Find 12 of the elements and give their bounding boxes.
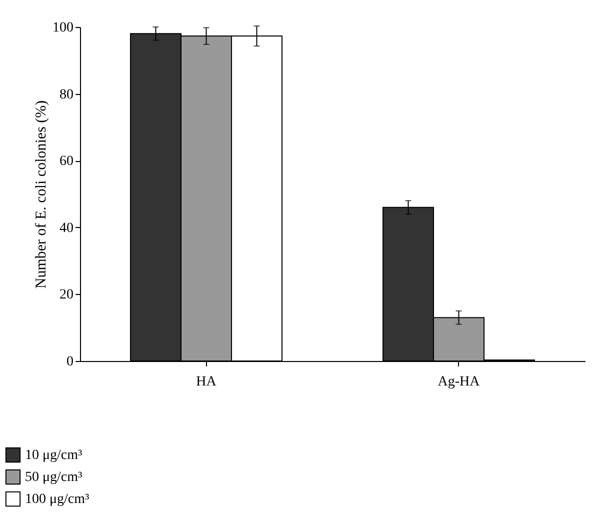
- y-tick-label: 100: [52, 20, 74, 36]
- y-axis-title: Number of E. coli colonies (%): [34, 100, 50, 289]
- legend-label: 50 μg/cm³: [25, 470, 82, 485]
- y-tick-label: 60: [60, 154, 74, 170]
- y-tick-label: 80: [60, 87, 74, 102]
- y-tick-label: 40: [60, 220, 74, 236]
- x-tick-label: HA: [196, 374, 218, 390]
- y-tick-label: 20: [60, 288, 74, 303]
- y-tick-label: 0: [66, 354, 74, 370]
- x-tick-label: Ag-HA: [438, 374, 481, 390]
- legend-label: 100 μg/cm³: [25, 492, 90, 507]
- legend-label: 10 μg/cm³: [25, 448, 82, 463]
